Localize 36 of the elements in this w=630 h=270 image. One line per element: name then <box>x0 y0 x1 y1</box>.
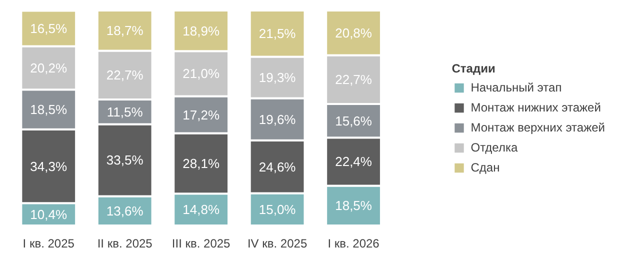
data-label: 15,0% <box>258 202 296 217</box>
data-label: 33,5% <box>106 152 144 168</box>
data-label: 20,2% <box>30 60 68 76</box>
data-label: 18,5% <box>30 102 68 118</box>
data-label: 20,8% <box>335 25 372 40</box>
data-label: 11,5% <box>106 104 144 120</box>
data-label: 17,2% <box>182 107 220 122</box>
data-label: 24,6% <box>258 159 296 174</box>
data-label: 16,5% <box>30 20 68 36</box>
data-label: 19,6% <box>258 112 296 127</box>
legend-label: Отделка <box>470 140 518 154</box>
data-label: 10,4% <box>30 206 68 222</box>
x-tick-label: II кв. 2025 <box>97 236 153 250</box>
x-tick-label: IV кв. 2025 <box>247 236 308 250</box>
data-label: 34,3% <box>30 158 68 174</box>
legend-label: Сдан <box>470 160 500 174</box>
data-label: 15,6% <box>335 113 372 128</box>
data-label: 28,1% <box>182 156 220 171</box>
data-label: 22,4% <box>335 154 372 170</box>
legend-label: Монтаж верхних этажей <box>470 120 605 134</box>
data-label: 22,7% <box>106 68 144 83</box>
data-label: 19,3% <box>258 70 296 85</box>
data-label: 18,9% <box>182 23 220 38</box>
data-label: 18,5% <box>335 198 372 214</box>
data-label: 13,6% <box>106 203 144 218</box>
legend-label: Начальный этап <box>470 80 562 94</box>
x-tick-label: I кв. 2026 <box>328 236 380 250</box>
data-label: 18,7% <box>106 23 144 38</box>
data-label: 21,5% <box>258 26 296 42</box>
data-label: 22,7% <box>335 72 372 88</box>
legend-title: Стадии <box>452 61 496 75</box>
data-label: 21,0% <box>182 66 220 82</box>
legend-label: Монтаж нижних этажей <box>470 100 601 114</box>
x-tick-label: I кв. 2025 <box>22 236 75 250</box>
data-label: 14,8% <box>182 202 220 218</box>
x-tick-label: III кв. 2025 <box>172 236 231 250</box>
